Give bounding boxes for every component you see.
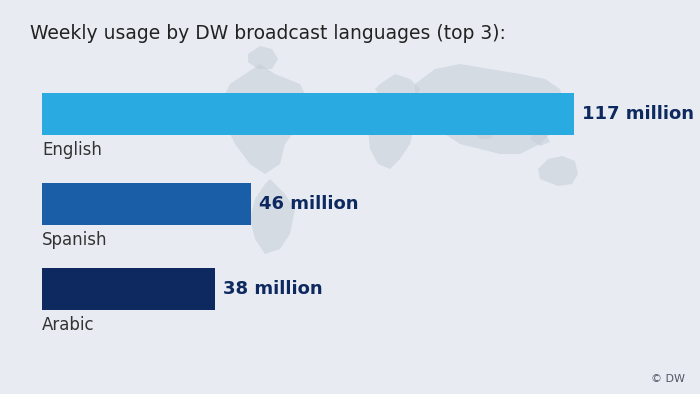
Text: Arabic: Arabic [42,316,94,334]
Text: Spanish: Spanish [42,231,108,249]
Polygon shape [220,64,310,174]
Polygon shape [530,131,550,146]
Polygon shape [248,46,278,69]
Bar [42,183,251,225]
Text: 46 million: 46 million [259,195,358,213]
Text: © DW: © DW [651,374,685,384]
Text: English: English [42,141,102,159]
Polygon shape [368,99,415,169]
Text: Weekly usage by DW broadcast languages (top 3):: Weekly usage by DW broadcast languages (… [30,24,506,43]
Polygon shape [375,74,420,109]
Bar [42,93,574,135]
Text: 38 million: 38 million [223,280,323,298]
Polygon shape [250,179,295,254]
Polygon shape [468,109,498,139]
Polygon shape [415,64,565,154]
Text: 117 million: 117 million [582,105,694,123]
Polygon shape [538,156,578,186]
Bar [42,268,215,310]
